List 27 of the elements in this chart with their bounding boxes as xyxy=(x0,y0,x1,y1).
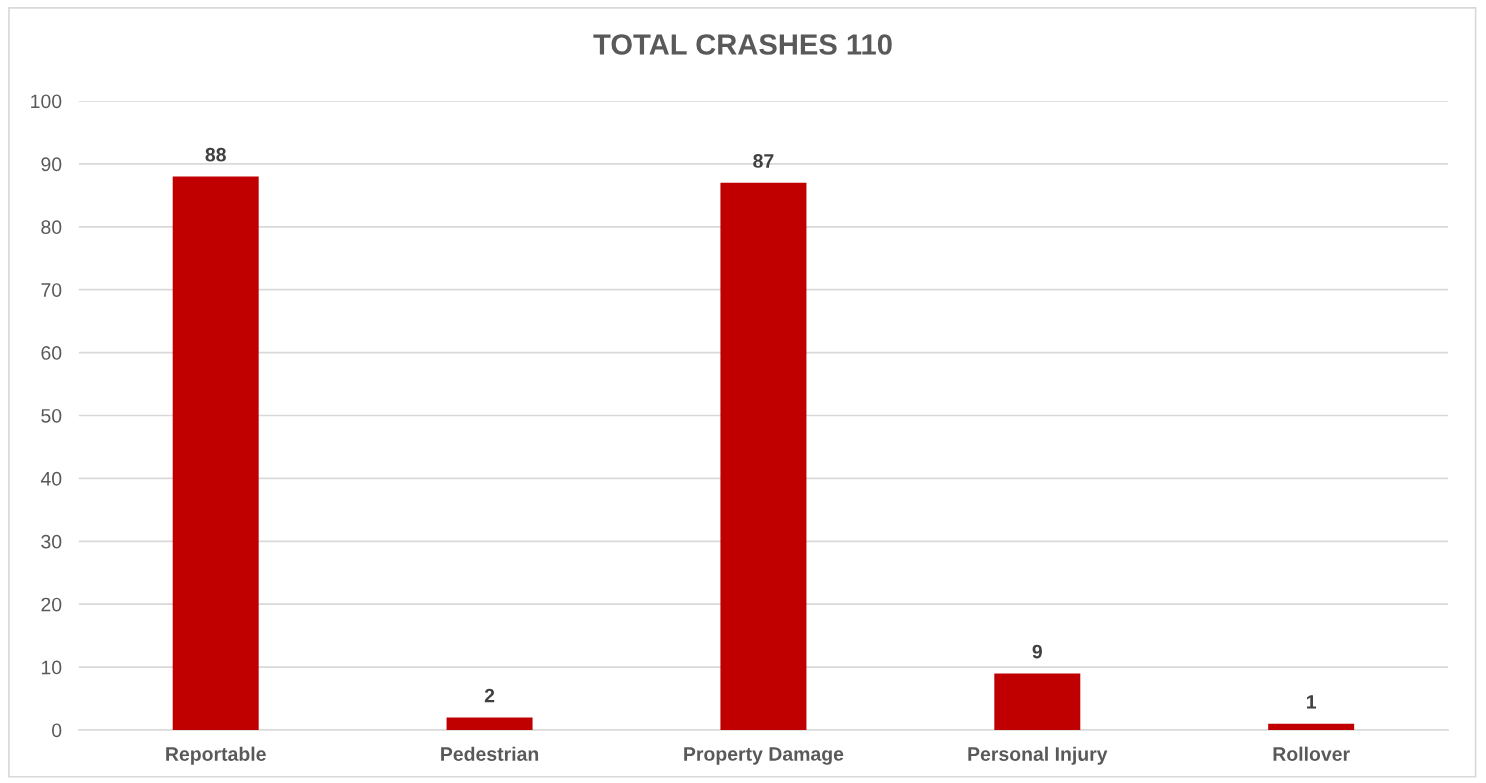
bar xyxy=(720,182,807,730)
y-tick-label: 100 xyxy=(31,94,62,109)
chart-title: TOTAL CRASHES 110 xyxy=(593,34,892,55)
x-tick-label: Rollover xyxy=(1273,746,1350,761)
y-tick-label: 90 xyxy=(41,157,62,172)
y-tick-label: 0 xyxy=(52,723,62,738)
y-tick-label: 20 xyxy=(41,597,62,612)
x-tick-label: Pedestrian xyxy=(441,746,539,761)
data-label: 1 xyxy=(1306,695,1317,709)
bar xyxy=(446,717,533,730)
y-tick-label: 10 xyxy=(41,660,62,675)
data-label: 2 xyxy=(484,688,495,703)
y-tick-label: 60 xyxy=(41,346,62,360)
y-tick-label: 50 xyxy=(41,408,62,423)
x-tick-label: Property Damage xyxy=(684,747,844,765)
y-tick-label: 80 xyxy=(41,220,62,235)
data-label: 9 xyxy=(1032,644,1042,659)
y-tick-label: 40 xyxy=(40,471,62,486)
bar xyxy=(994,673,1081,730)
x-tick-label: Personal Injury xyxy=(968,746,1108,765)
y-tick-label: 70 xyxy=(41,283,62,297)
bar xyxy=(1268,723,1355,730)
data-label: 87 xyxy=(753,154,774,168)
data-label: 88 xyxy=(205,147,226,162)
x-tick-label: Reportable xyxy=(166,746,266,765)
bar xyxy=(172,176,259,730)
y-tick-label: 30 xyxy=(41,534,62,549)
